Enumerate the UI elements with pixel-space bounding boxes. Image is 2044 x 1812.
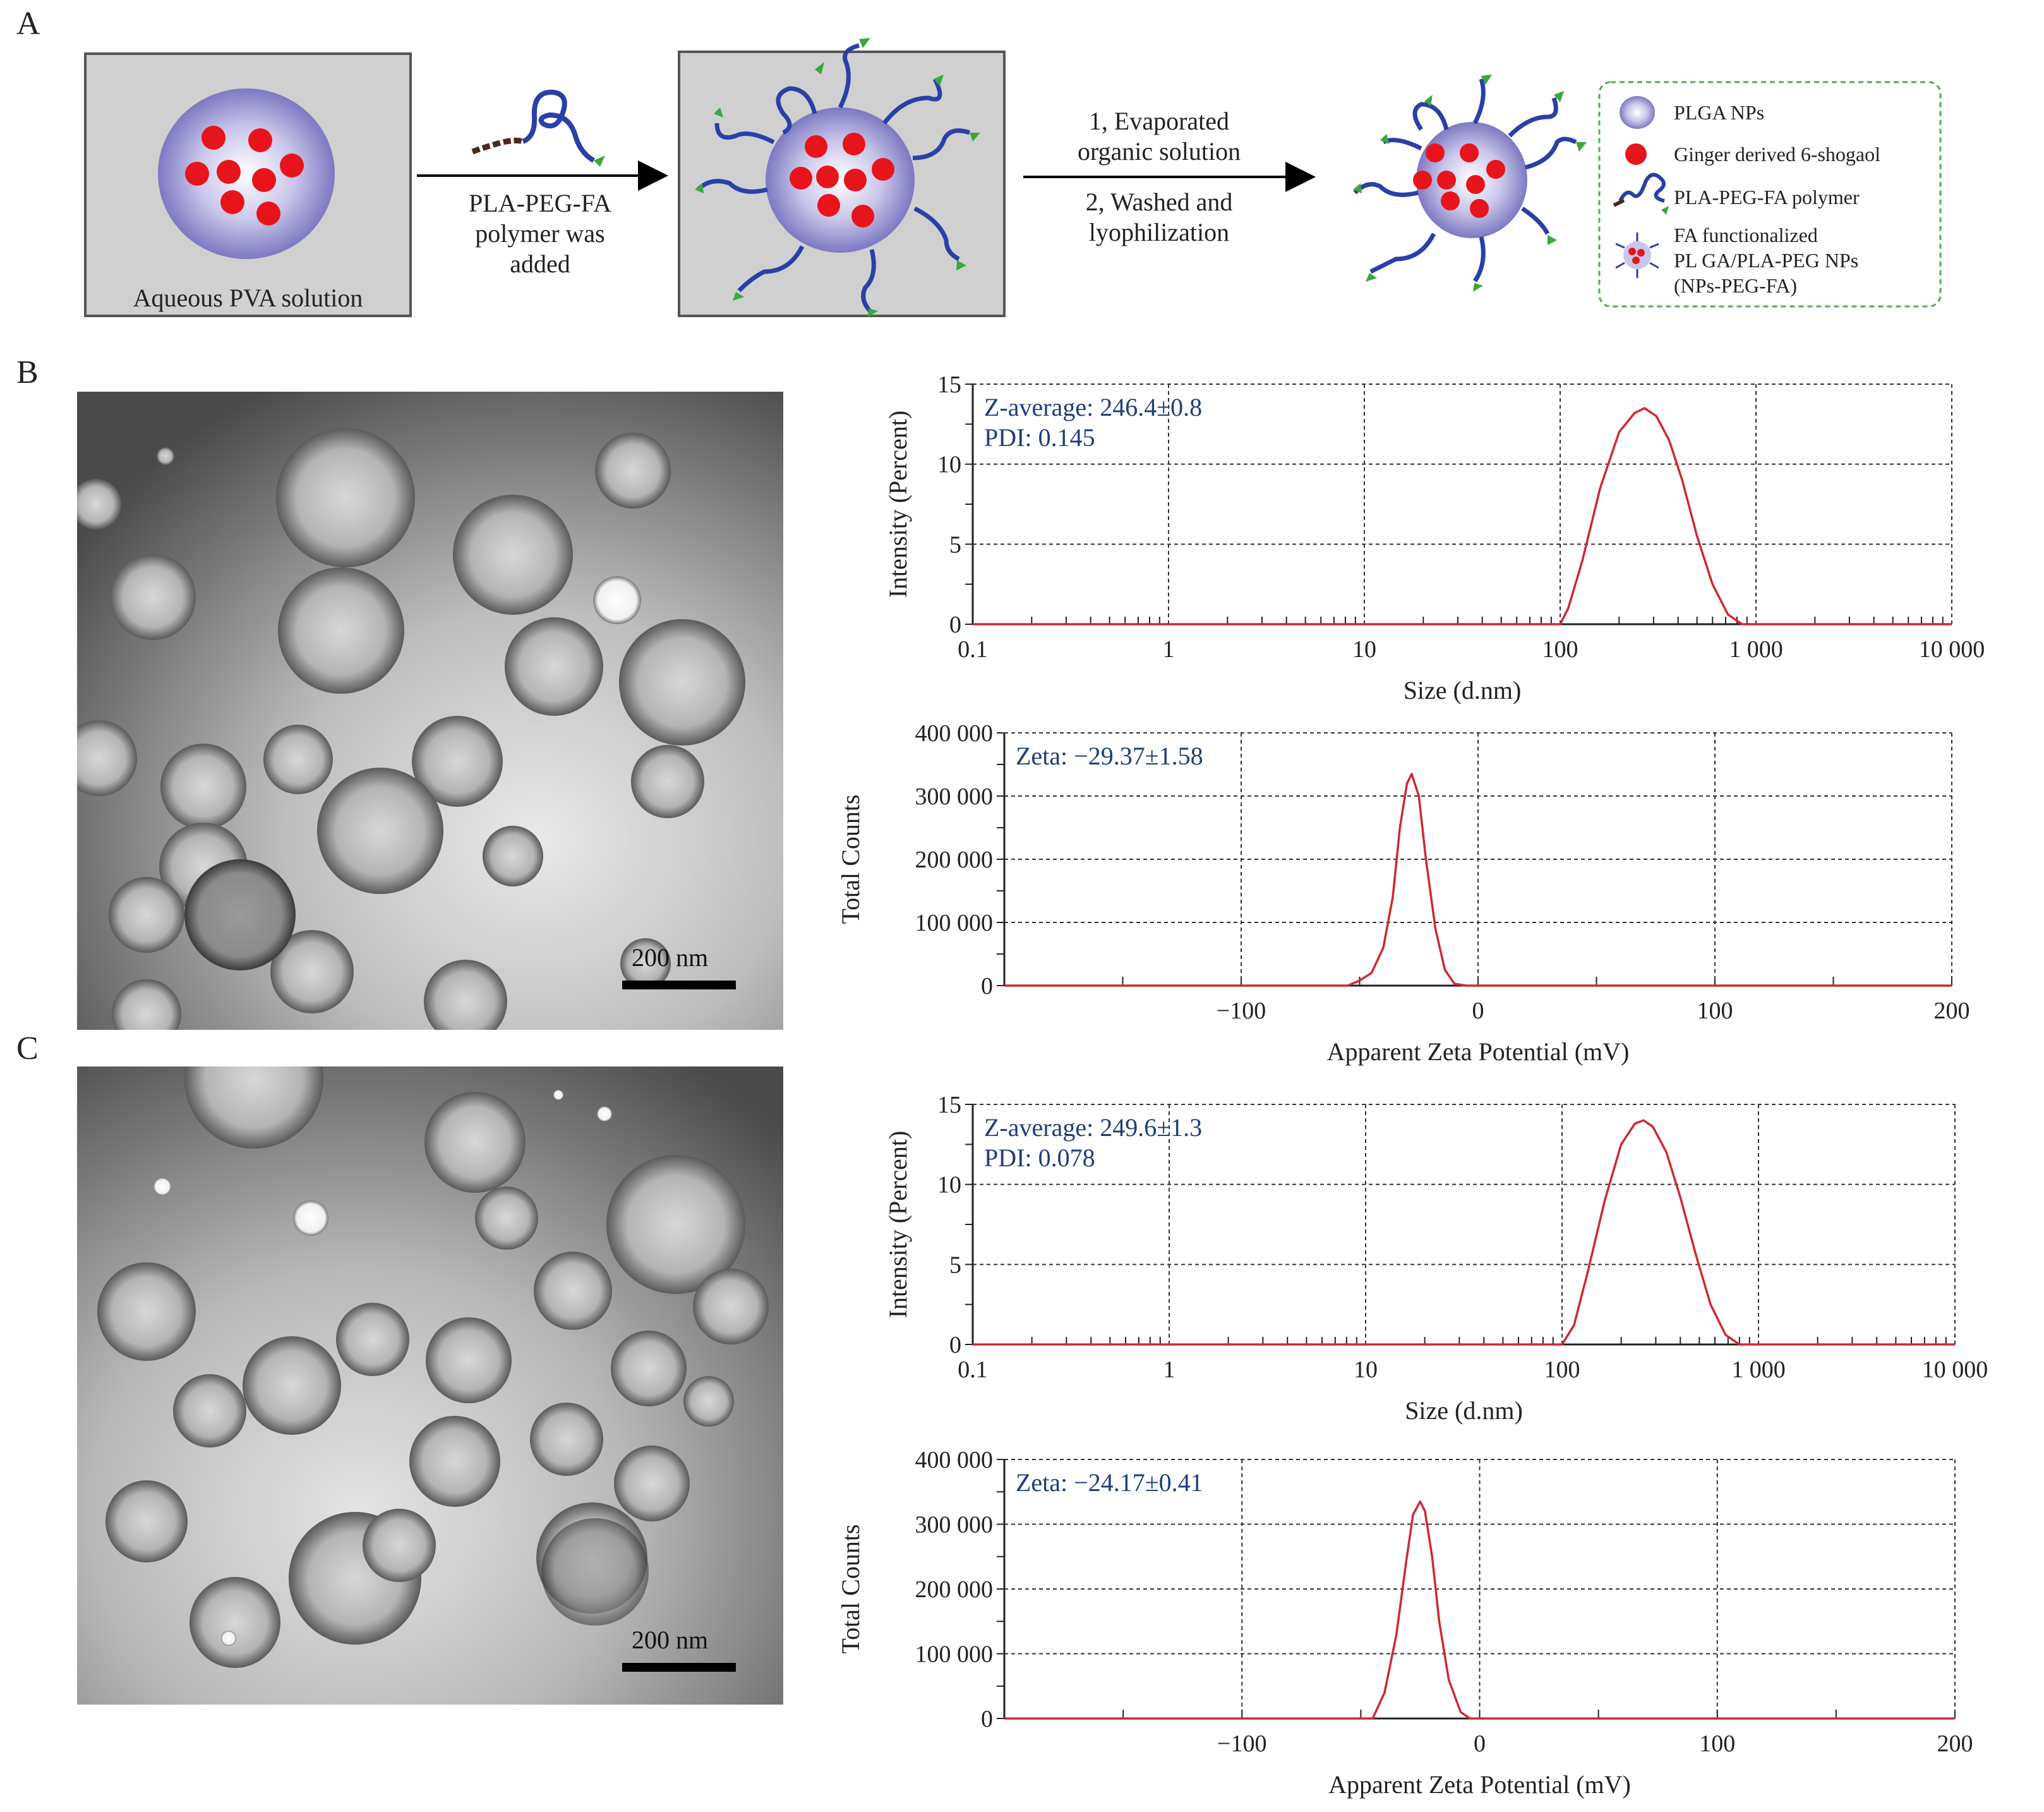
- chart-svg: 0 100 000 200 000 300 000 400 000 −100 0 100 200…: [836, 720, 1970, 1066]
- size-distribution-chart-c: 0 5 10 15 0.1 1 10 100 1 000 10 000 Size (d.nm) Int…: [821, 1087, 2021, 1441]
- wash-lyophilization-label: 2, Washed and lyophilization: [1085, 188, 1233, 246]
- y-tick-label: 0: [949, 612, 961, 638]
- x-tick-label: 100: [1542, 636, 1578, 663]
- legend-item-plga: PLGA NPs: [1674, 101, 1765, 124]
- legend-item-polymer: PLA-PEG-FA polymer: [1674, 186, 1860, 208]
- legend-item-shogaol: Ginger derived 6-shogaol: [1674, 143, 1881, 166]
- panel-label-b: B: [16, 354, 39, 390]
- zeta-potential-chart-b: 0 100 000 200 000 300 000 400 000 −100 0 100 200…: [821, 720, 2021, 1074]
- chart-annotation: Zeta: −29.37±1.58: [1016, 742, 1203, 770]
- x-axis-label: Apparent Zeta Potential (mV): [1328, 1770, 1631, 1799]
- polymer-np-box: [678, 38, 1006, 317]
- x-tick-label: 1 000: [1731, 1356, 1786, 1383]
- series-line: [973, 1119, 1955, 1346]
- scale-bar-label-b: 200 nm: [632, 943, 709, 972]
- x-tick-label: 0: [1474, 1730, 1486, 1757]
- y-tick-label: 400 000: [915, 720, 994, 747]
- chart-annotation: Zeta: −24.17±0.41: [1016, 1468, 1203, 1497]
- x-axis-label: Size (d.nm): [1405, 1396, 1523, 1425]
- y-tick-label: 200 000: [915, 847, 994, 873]
- evaporation-label: 1, Evaporated organic solution: [1077, 107, 1241, 166]
- chart-annotation: Z-average: 249.6±1.3: [984, 1113, 1202, 1142]
- y-tick-label: 400 000: [915, 1447, 994, 1473]
- x-tick-label: 10 000: [1922, 1356, 1988, 1383]
- zeta-potential-chart-c: 0 100 000 200 000 300 000 400 000 −100 0 100 200…: [821, 1447, 2021, 1807]
- scale-bar-b: [622, 981, 736, 989]
- polymer-addition-arrow: [417, 89, 668, 191]
- x-tick-label: 100: [1699, 1730, 1735, 1757]
- series-line: [1004, 1500, 1955, 1720]
- synthesis-scheme: Aqueous PVA solution PLA-PEG-FA polymer …: [0, 0, 2044, 341]
- y-tick-label: 15: [937, 1092, 961, 1118]
- y-axis-label: Intensity (Percent): [884, 411, 912, 598]
- y-axis-label: Total Counts: [836, 1525, 865, 1654]
- y-tick-label: 200 000: [915, 1576, 994, 1603]
- polymer-addition-label: PLA-PEG-FA polymer was added: [469, 189, 611, 278]
- size-distribution-chart-b: 0 5 10 15 0.1 1 10 100 1 000 10 000 Size (d.nm) Int…: [821, 366, 2021, 720]
- x-tick-label: 10 000: [1919, 636, 1985, 663]
- y-tick-label: 300 000: [915, 1512, 994, 1538]
- chart-svg: 0 5 10 15 0.1 1 10 100 1 000 10 000 Size (d.nm) Int…: [884, 1092, 1988, 1425]
- y-tick-label: 5: [949, 1252, 961, 1278]
- y-tick-label: 15: [937, 371, 961, 398]
- x-tick-label: 10: [1352, 636, 1376, 663]
- y-tick-label: 300 000: [915, 783, 994, 810]
- tem-image-b: [77, 392, 783, 1030]
- x-tick-label: 0.1: [958, 1356, 988, 1383]
- panel-label-c: C: [16, 1030, 39, 1066]
- x-tick-label: 200: [1934, 998, 1970, 1024]
- x-tick-label: 200: [1937, 1730, 1973, 1757]
- y-tick-label: 100 000: [915, 910, 994, 936]
- x-tick-label: 1: [1163, 636, 1175, 663]
- x-tick-label: 100: [1544, 1356, 1580, 1383]
- tem-image-c: [77, 1066, 783, 1705]
- y-tick-label: 10: [937, 452, 961, 478]
- x-tick-label: −100: [1217, 998, 1266, 1024]
- x-tick-label: 1: [1163, 1356, 1175, 1383]
- chart-annotation: PDI: 0.145: [984, 423, 1095, 452]
- x-tick-label: 0: [1472, 998, 1484, 1024]
- series-line: [973, 407, 1952, 625]
- aqueous-pva-box: [84, 52, 412, 317]
- legend-item-fa-np: FA functionalized PL GA/PLA-PEG NPs (NPs…: [1674, 224, 1859, 297]
- y-tick-label: 0: [981, 1706, 993, 1732]
- panel-label-a: A: [16, 6, 40, 42]
- chart-svg: 0 100 000 200 000 300 000 400 000 −100 0 100 200…: [836, 1447, 1973, 1799]
- chart-svg: 0 5 10 15 0.1 1 10 100 1 000 10 000 Size (d.nm) Int…: [884, 371, 1985, 704]
- chart-annotation: Z-average: 246.4±0.8: [984, 393, 1202, 421]
- final-np-peg-fa: [1353, 75, 1587, 292]
- x-axis-label: Apparent Zeta Potential (mV): [1327, 1037, 1630, 1066]
- x-tick-label: 10: [1354, 1356, 1378, 1383]
- scale-bar-c: [622, 1663, 736, 1672]
- y-tick-label: 0: [981, 973, 993, 1000]
- aqueous-pva-label: Aqueous PVA solution: [133, 284, 363, 312]
- x-tick-label: 0.1: [958, 636, 988, 663]
- scheme-legend: [1598, 81, 1942, 308]
- y-tick-label: 0: [949, 1332, 961, 1358]
- y-tick-label: 100 000: [915, 1641, 994, 1668]
- x-tick-label: −100: [1217, 1730, 1266, 1757]
- chart-annotation: PDI: 0.078: [984, 1144, 1095, 1172]
- y-tick-label: 10: [937, 1172, 961, 1199]
- x-axis-label: Size (d.nm): [1404, 676, 1522, 704]
- x-tick-label: 100: [1697, 998, 1733, 1024]
- x-tick-label: 1 000: [1729, 636, 1783, 663]
- scale-bar-label-c: 200 nm: [632, 1626, 709, 1654]
- y-tick-label: 5: [949, 531, 961, 558]
- series-line: [1004, 773, 1952, 987]
- y-axis-label: Total Counts: [836, 795, 865, 924]
- y-axis-label: Intensity (Percent): [884, 1131, 912, 1319]
